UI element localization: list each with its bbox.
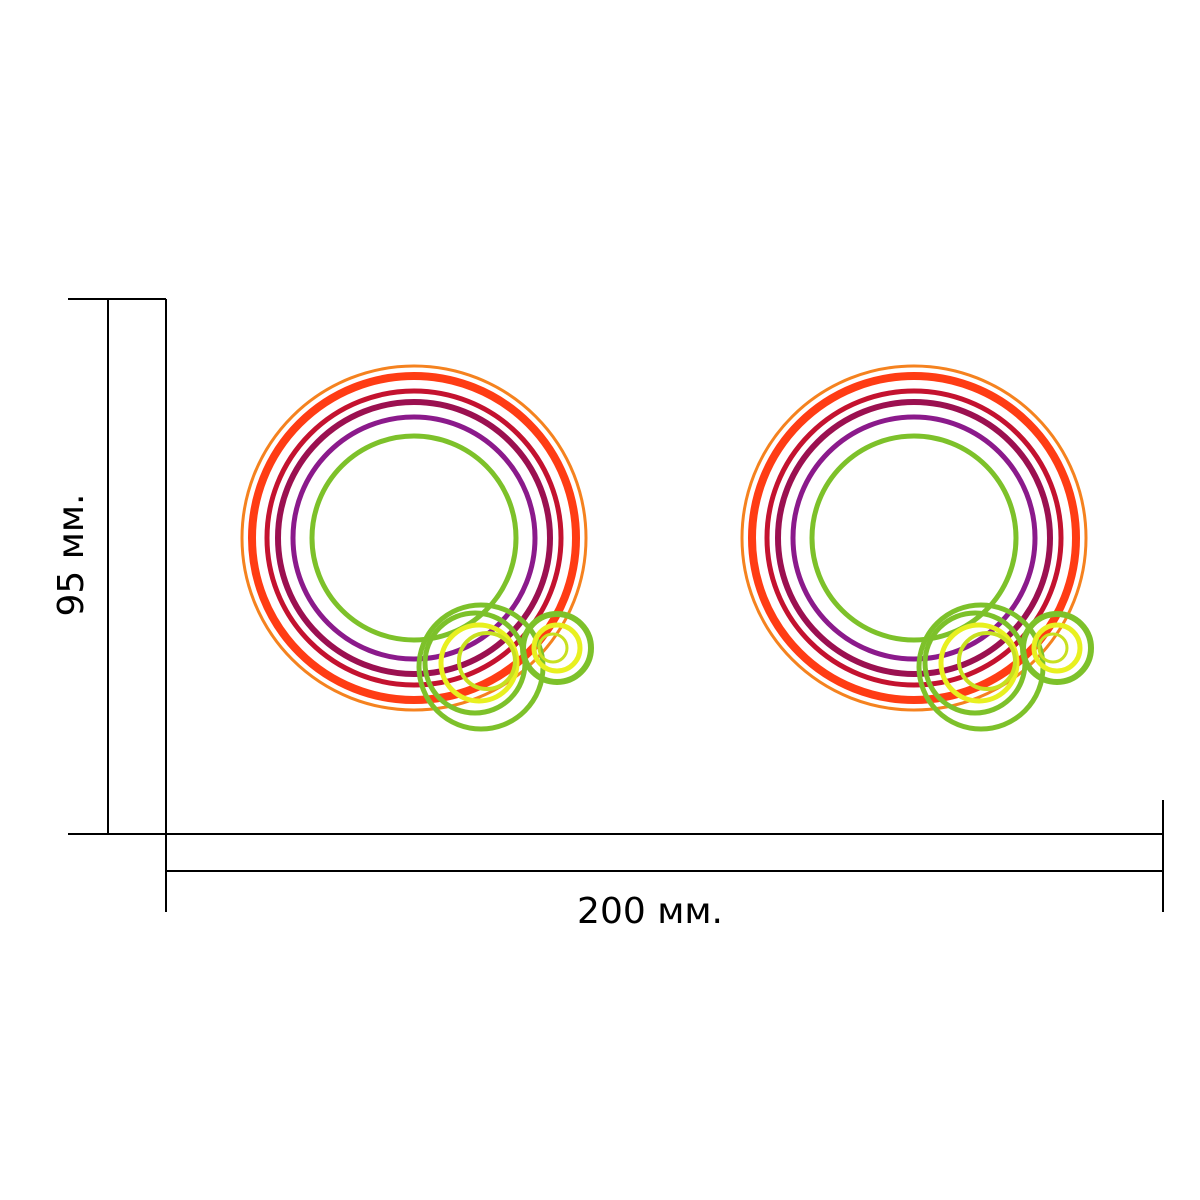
- medium-yellow-green-ring: [457, 631, 517, 691]
- small-green-ring: [1020, 611, 1094, 685]
- small-green-ring: [520, 611, 594, 685]
- small-yellow-ring: [531, 622, 583, 674]
- left-badge: [240, 364, 594, 732]
- dark-red-ring: [764, 388, 1064, 688]
- inner-green-ring: [309, 433, 519, 643]
- right-badge: [740, 364, 1094, 732]
- width-dimension-label: 200 мм.: [577, 891, 723, 932]
- purple-ring: [290, 414, 538, 662]
- medium-yellow-ring: [438, 622, 520, 704]
- outer-ring: [740, 364, 1088, 712]
- badges-layer: [240, 364, 1094, 732]
- outer-ring: [240, 364, 588, 712]
- purple-ring: [790, 414, 1038, 662]
- height-dimension-label: 95 мм.: [51, 493, 92, 617]
- small-yellow-green-ring: [1037, 632, 1069, 664]
- medium-yellow-green-ring: [957, 631, 1017, 691]
- small-yellow-ring: [1031, 622, 1083, 674]
- dimension-lines: [68, 298, 1164, 912]
- medium-yellow-ring: [938, 622, 1020, 704]
- inner-green-ring: [809, 433, 1019, 643]
- dark-red-ring: [264, 388, 564, 688]
- red-ring: [748, 372, 1080, 704]
- small-yellow-green-ring: [537, 632, 569, 664]
- maroon-ring: [775, 399, 1053, 677]
- maroon-ring: [275, 399, 553, 677]
- red-ring: [248, 372, 580, 704]
